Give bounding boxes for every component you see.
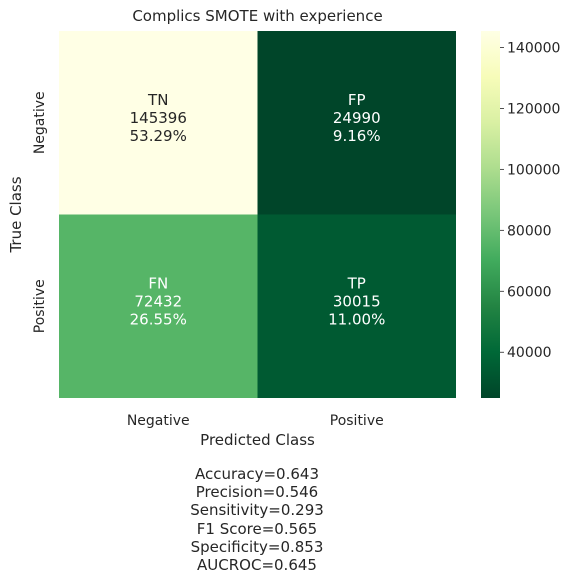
metric-specificity: Specificity=0.853 — [190, 537, 324, 556]
colorbar-tick-label: 120000 — [507, 101, 560, 117]
y-tick-label-negative: Negative — [32, 91, 48, 154]
cell-count-tp: 30015 — [333, 292, 381, 310]
y-tick-label-positive: Positive — [32, 279, 48, 333]
colorbar — [481, 31, 500, 398]
cell-label-tn: TN — [147, 91, 168, 109]
heatmap-cell-fn — [59, 214, 258, 398]
colorbar-tick-label: 40000 — [507, 345, 552, 361]
x-axis-label: Predicted Class — [200, 431, 315, 449]
cell-percent-tp: 11.00% — [328, 310, 385, 328]
metric-aucroc: AUCROC=0.645 — [197, 556, 317, 575]
cell-count-fn: 72432 — [134, 292, 182, 310]
x-tick-label-negative: Negative — [127, 413, 190, 429]
cell-count-tn: 145396 — [130, 109, 187, 127]
colorbar-tick-label: 60000 — [507, 284, 552, 300]
chart-title: Complics SMOTE with experience — [132, 7, 382, 25]
metric-f1-score: F1 Score=0.565 — [196, 519, 318, 538]
heatmap-cell-tn — [59, 31, 258, 215]
colorbar-tick-label: 100000 — [507, 162, 560, 178]
metric-sensitivity: Sensitivity=0.293 — [190, 501, 324, 520]
colorbar-tick-label: 80000 — [507, 223, 552, 239]
x-tick-label-positive: Positive — [330, 413, 384, 429]
y-axis-label: True Class — [7, 176, 25, 253]
cell-percent-fp: 9.16% — [333, 127, 381, 145]
heatmap-cell-tp — [257, 214, 456, 398]
cell-count-fp: 24990 — [333, 109, 381, 127]
confusion-matrix-chart: Complics SMOTE with experience TN14539653… — [7, 7, 560, 449]
cell-percent-fn: 26.55% — [130, 310, 187, 328]
cell-label-fn: FN — [148, 274, 168, 292]
metrics-block: Accuracy=0.643 Precision=0.546 Sensitivi… — [57, 465, 457, 574]
cell-percent-tn: 53.29% — [130, 127, 187, 145]
metric-precision: Precision=0.546 — [195, 483, 319, 502]
metric-accuracy: Accuracy=0.643 — [195, 465, 319, 483]
cell-label-tp: TP — [347, 274, 366, 292]
heatmap-cell-fp — [257, 31, 456, 215]
cell-label-fp: FP — [348, 91, 366, 109]
colorbar-tick-label: 140000 — [507, 40, 560, 56]
